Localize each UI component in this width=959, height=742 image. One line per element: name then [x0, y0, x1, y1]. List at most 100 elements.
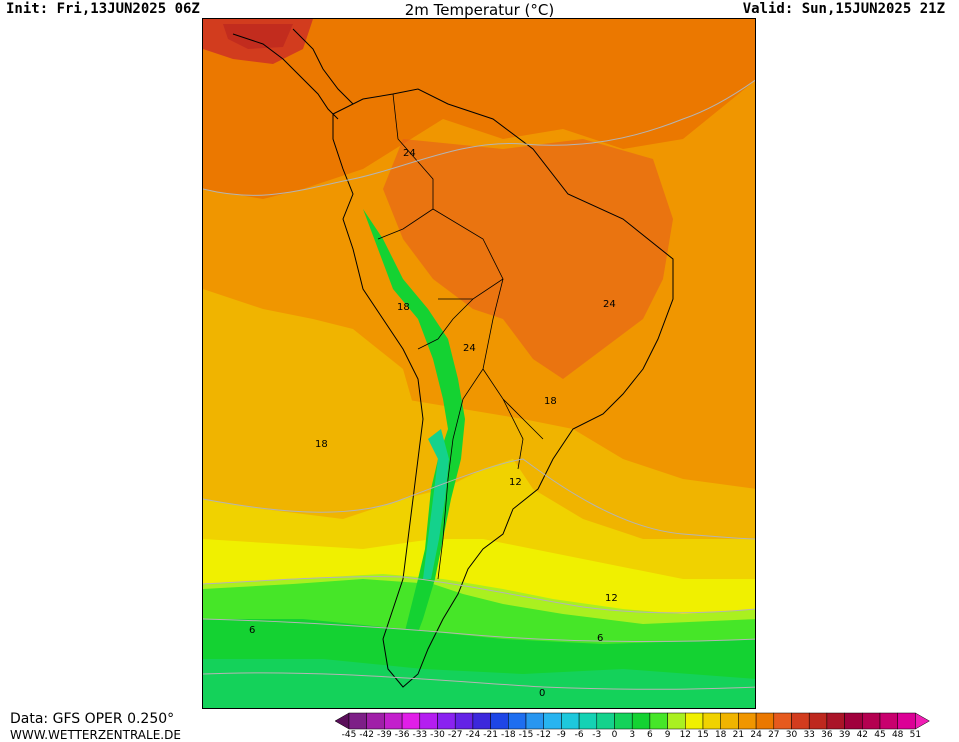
isotherm-18: [203, 458, 755, 540]
colorbar-tick-label: -36: [394, 730, 410, 740]
andes-cold-core: [423, 429, 449, 579]
colorbar-tick-label: -6: [574, 730, 584, 740]
colorbar-cell: [348, 712, 367, 730]
colorbar-tick-label: 45: [874, 730, 886, 740]
colorbar-tick-label: -39: [377, 730, 392, 740]
colorbar-tick-label: 6: [647, 730, 653, 740]
colorbar-tick-label: 18: [714, 730, 727, 740]
colorbar-cell: [472, 712, 491, 730]
isotherm-label: 24: [463, 343, 476, 354]
central-america-coastline: [232, 33, 339, 120]
colorbar-tick-label: -42: [359, 730, 375, 740]
colorbar-tick-label: 39: [838, 730, 851, 740]
isotherm-label: 6: [249, 625, 255, 636]
isotherm-label: 6: [597, 633, 603, 644]
colorbar-tick-label: 24: [750, 730, 762, 740]
colorbar-cell: [596, 712, 615, 730]
colorbar-tick-label: -15: [518, 730, 534, 740]
colorbar-tick-label: -27: [447, 730, 463, 740]
colorbar-tick-label: 30: [785, 730, 798, 740]
website-label: WWW.WETTERZENTRALE.DE: [10, 728, 181, 742]
colorbar-cell: [454, 712, 474, 730]
colorbar-cell: [755, 712, 775, 730]
colorbar-arrow-high: [915, 712, 930, 730]
colorbar-cell: [614, 712, 633, 730]
colorbar-tick-label: 36: [821, 730, 833, 740]
isotherm-label: 0: [539, 688, 545, 699]
colorbar-tick-label: -12: [536, 730, 552, 740]
colorbar-cell: [844, 712, 863, 730]
colorbar-tick-label: -3: [592, 730, 602, 740]
colorbar-cell: [773, 712, 792, 730]
colorbar-tick-label: -9: [556, 730, 566, 740]
colorbar-cell: [401, 712, 421, 730]
colorbar-cell: [525, 712, 544, 730]
colorbar-tick-label: 0: [611, 730, 618, 740]
isotherm-label: 12: [605, 593, 618, 604]
temp-band-33-corner: [223, 24, 293, 49]
colorbar-cell: [649, 712, 668, 730]
temperature-map: 24 18 24 24 18 18 12 12 6 6 0: [202, 18, 756, 709]
colorbar-cell: [543, 712, 562, 730]
isotherm-12: [203, 576, 755, 614]
isotherm-label: 24: [403, 148, 416, 159]
colorbar-cell: [862, 712, 881, 730]
isotherm-label: 18: [397, 302, 410, 313]
colorbar-cell: [578, 712, 598, 730]
isotherm-label: 12: [509, 477, 522, 488]
isotherm-0: [203, 672, 755, 690]
colorbar-tick-label: -18: [500, 730, 516, 740]
colorbar-tick-label: -45: [341, 730, 357, 740]
colorbar-cell: [667, 712, 686, 730]
color-scale-labels: -45 -42 -39 -36 -33 -30 -27 -24 -21 -18 -15 -12 -9 -6…: [335, 730, 959, 741]
colorbar-tick-label: 12: [679, 730, 692, 740]
colorbar-cell: [879, 712, 898, 730]
color-scale-bar: [335, 712, 930, 730]
colorbar-arrow-low: [335, 712, 350, 730]
isotherm-6: [203, 618, 755, 642]
colorbar-tick-label: -30: [430, 730, 445, 740]
colorbar-cell: [791, 712, 810, 730]
temp-band-27-north: [203, 19, 755, 199]
data-source-label: Data: GFS OPER 0.250°: [10, 711, 175, 727]
colorbar-tick-label: 42: [856, 730, 869, 740]
colorbar-cell: [685, 712, 704, 730]
colorbar-tick-label: 3: [629, 730, 636, 740]
colorbar-cell: [419, 712, 438, 730]
colorbar-cell: [437, 712, 456, 730]
isotherm-24: [203, 79, 755, 196]
colorbar-cell: [384, 712, 403, 730]
colorbar-tick-label: 51: [909, 730, 922, 740]
temp-band-27-interior: [383, 139, 673, 379]
colorbar-cell: [702, 712, 721, 730]
isotherm-label: 18: [544, 396, 557, 407]
south-america-coastline: [332, 88, 674, 688]
colorbar-tick-label: -24: [465, 730, 481, 740]
colorbar-cell: [631, 712, 651, 730]
colorbar-tick-label: 33: [803, 730, 815, 740]
colorbar-cell: [720, 712, 739, 730]
valid-time: Valid: Sun,15JUN2025 21Z: [742, 1, 945, 17]
colorbar-cell: [808, 712, 828, 730]
init-time: Init: Fri,13JUN2025 06Z: [6, 1, 200, 17]
colorbar-cell: [826, 712, 845, 730]
isotherm-label: 24: [603, 299, 616, 310]
colorbar-tick-label: 48: [891, 730, 904, 740]
temp-band-21-pacific: [203, 289, 423, 539]
colorbar-cell: [508, 712, 527, 730]
colorbar-tick-label: 9: [664, 730, 671, 740]
colorbar-tick-label: -21: [483, 730, 498, 740]
colorbar-cell: [738, 712, 757, 730]
map-title: 2m Temperatur (°C): [404, 1, 555, 19]
colorbar-tick-label: 15: [697, 730, 709, 740]
colorbar-tick-label: -33: [412, 730, 428, 740]
central-america-coastline-2: [292, 28, 354, 105]
isotherm-label: 18: [315, 439, 328, 450]
colorbar-tick-label: 21: [732, 730, 745, 740]
colorbar-tick-label: 27: [768, 730, 780, 740]
colorbar-cell: [897, 712, 916, 730]
andes-cold-strip: [363, 209, 465, 659]
country-borders: [377, 93, 544, 580]
colorbar-cell: [490, 712, 509, 730]
temp-band-3: [203, 659, 755, 708]
